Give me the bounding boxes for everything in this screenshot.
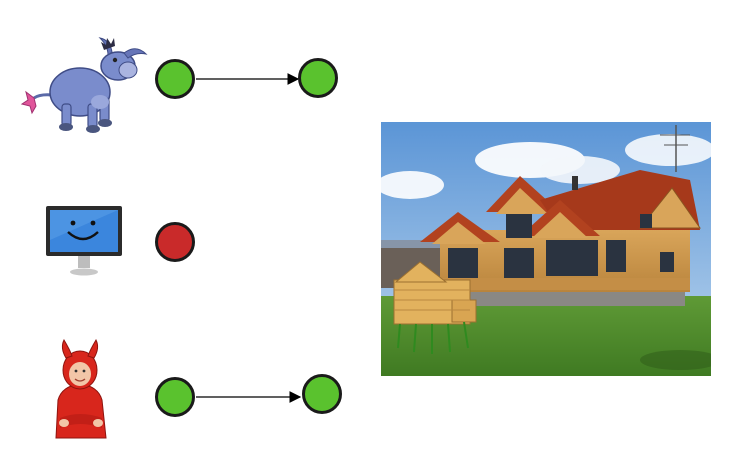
monitor-source-status-node [155, 222, 195, 262]
devil-child-icon [55, 338, 107, 439]
donkey-source-status-node [155, 59, 195, 99]
donkey-target-status-node [298, 58, 338, 98]
smiling-monitor-icon [46, 206, 122, 276]
wooden-log-house-photo [381, 122, 711, 376]
devil-source-status-node [155, 377, 195, 417]
devil-target-status-node [302, 374, 342, 414]
donkey-character-icon [20, 37, 148, 133]
